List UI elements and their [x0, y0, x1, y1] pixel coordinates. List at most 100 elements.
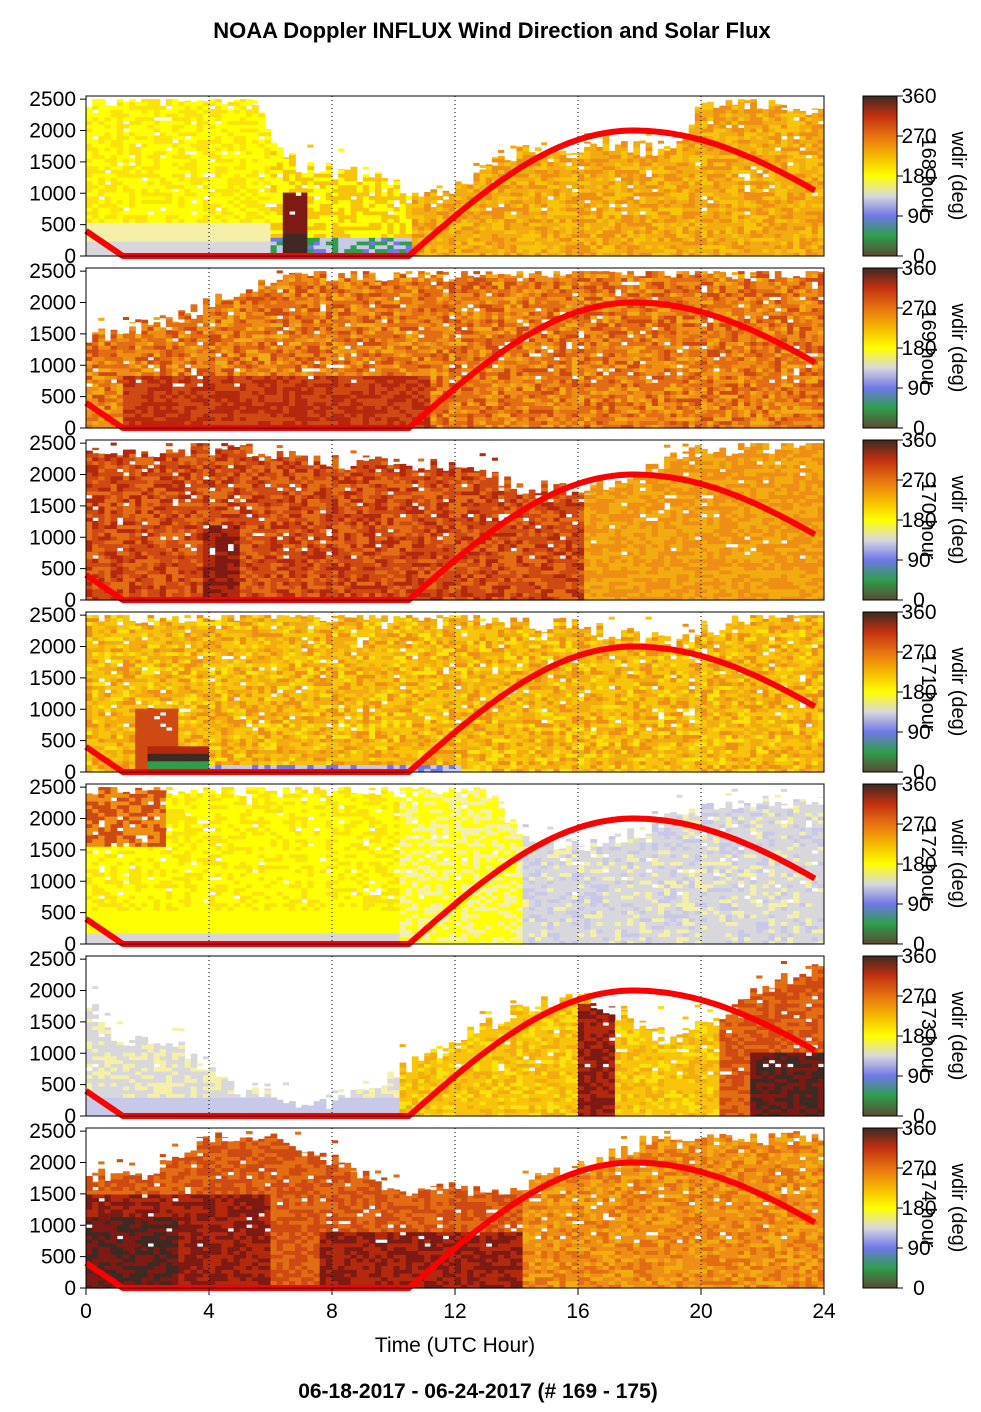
heatmap-cell: [381, 244, 388, 250]
heatmap-cell: [498, 229, 505, 234]
heatmap-cell: [756, 248, 764, 253]
heatmap-cell: [252, 352, 259, 358]
heatmap-cell: [701, 199, 708, 204]
heatmap-cell: [541, 192, 548, 197]
heatmap-cell: [258, 176, 265, 182]
heatmap-cell: [645, 244, 653, 250]
heatmap-cell: [245, 307, 253, 312]
heatmap-cell: [344, 248, 351, 253]
heatmap-cell: [227, 184, 235, 189]
heatmap-cell: [756, 116, 764, 122]
heatmap-cell: [682, 143, 690, 148]
heatmap-cell: [713, 176, 720, 182]
heatmap-cell: [135, 105, 142, 110]
heatmap-cell: [282, 345, 290, 350]
heatmap-cell: [245, 237, 253, 242]
heatmap-cell: [264, 405, 272, 410]
heatmap-cell: [233, 412, 241, 418]
heatmap-cell: [245, 401, 253, 406]
heatmap-cell: [565, 153, 573, 155]
heatmap-cell: [522, 252, 530, 257]
heatmap-cell: [436, 248, 444, 253]
heatmap-cell: [448, 193, 456, 197]
heatmap-cell: [528, 184, 536, 189]
heatmap-cell: [559, 180, 567, 186]
heatmap-cell: [92, 412, 99, 418]
heatmap-cell: [159, 214, 167, 219]
heatmap-cell: [528, 176, 536, 182]
heatmap-cell: [621, 150, 628, 155]
heatmap-cell: [805, 214, 813, 219]
heatmap-cell: [141, 375, 149, 380]
heatmap-cell: [104, 364, 112, 369]
heatmap-cell: [411, 207, 419, 212]
heatmap-cell: [811, 158, 819, 163]
heatmap-cell: [701, 244, 708, 250]
heatmap-cell: [215, 405, 222, 410]
heatmap-cell: [768, 124, 776, 129]
heatmap-cell: [301, 203, 308, 208]
heatmap-cell: [122, 192, 130, 197]
heatmap-cell: [202, 112, 210, 118]
heatmap-cell: [98, 184, 106, 189]
heatmap-cell: [301, 195, 308, 201]
heatmap-cell: [614, 154, 622, 159]
heatmap-cell: [516, 146, 524, 152]
heatmap-cell: [295, 333, 302, 339]
heatmap-cell: [184, 139, 192, 144]
heatmap-cell: [498, 252, 505, 257]
heatmap-cell: [129, 105, 136, 110]
heatmap-cell: [319, 199, 327, 204]
heatmap-cell: [122, 364, 130, 369]
heatmap-cell: [159, 203, 167, 208]
heatmap-cell: [92, 416, 99, 422]
heatmap-cell: [756, 199, 764, 204]
heatmap-cell: [448, 233, 456, 238]
heatmap-cell: [264, 397, 272, 403]
heatmap-cell: [510, 237, 517, 242]
heatmap-cell: [725, 161, 733, 167]
heatmap-cell: [682, 218, 690, 223]
heatmap-cell: [719, 150, 727, 155]
heatmap-cell: [98, 124, 106, 129]
heatmap-cell: [245, 203, 253, 208]
heatmap-cell: [159, 386, 167, 391]
heatmap-cell: [196, 379, 204, 384]
heatmap-cell: [565, 165, 573, 170]
heatmap-cell: [774, 135, 782, 140]
heatmap-cell: [719, 218, 727, 223]
heatmap-cell: [282, 233, 290, 238]
heatmap-cell: [141, 382, 149, 388]
heatmap-cell: [731, 199, 739, 204]
heatmap-cell: [737, 188, 745, 193]
colorbar-tick-label: 180: [901, 165, 936, 188]
heatmap-cell: [571, 222, 579, 227]
heatmap-cell: [381, 233, 388, 238]
heatmap-cell: [86, 169, 93, 174]
heatmap-cell: [159, 375, 167, 380]
heatmap-cell: [215, 139, 222, 144]
heatmap-cell: [799, 210, 807, 216]
heatmap-cell: [165, 229, 173, 234]
heatmap-cell: [307, 296, 315, 301]
heatmap-cell: [104, 218, 112, 223]
heatmap-cell: [135, 154, 142, 159]
heatmap-cell: [332, 248, 339, 253]
heatmap-cell: [719, 176, 727, 182]
heatmap-cell: [313, 348, 321, 354]
heatmap-cell: [319, 397, 327, 403]
heatmap-cell: [811, 207, 819, 212]
heatmap-cell: [707, 169, 714, 174]
heatmap-cell: [553, 180, 561, 186]
heatmap-cell: [485, 222, 493, 227]
heatmap-cell: [762, 233, 770, 238]
heatmap-cell: [245, 352, 253, 358]
heatmap-cell: [282, 248, 290, 253]
heatmap-cell: [701, 120, 708, 125]
heatmap-cell: [750, 218, 757, 223]
heatmap-cell: [122, 382, 130, 388]
heatmap-cell: [319, 405, 327, 410]
heatmap-cell: [252, 296, 259, 301]
heatmap-cell: [153, 322, 161, 327]
heatmap-cell: [239, 124, 247, 129]
